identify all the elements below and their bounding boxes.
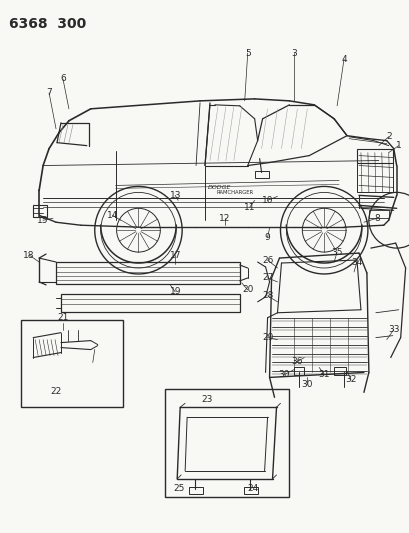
Text: DODGE: DODGE: [208, 185, 231, 190]
Bar: [333, 367, 345, 375]
Bar: [189, 487, 202, 494]
Bar: [243, 487, 257, 494]
Text: 21: 21: [57, 313, 68, 322]
Text: 6368  300: 6368 300: [9, 17, 86, 31]
Text: 29: 29: [261, 333, 272, 342]
Text: 12: 12: [219, 214, 230, 223]
Bar: [254, 171, 268, 179]
Text: 30: 30: [301, 380, 312, 389]
Text: 9: 9: [264, 232, 270, 241]
Text: 6: 6: [60, 75, 66, 84]
Text: 10: 10: [261, 196, 273, 205]
Text: 13: 13: [169, 191, 180, 200]
Text: 27: 27: [261, 273, 272, 282]
Text: 31: 31: [318, 370, 329, 379]
Text: 32: 32: [344, 375, 356, 384]
Text: 26: 26: [261, 255, 272, 264]
Text: 11: 11: [243, 203, 255, 212]
Text: 30: 30: [278, 370, 290, 379]
Text: 17: 17: [169, 251, 180, 260]
Text: 35: 35: [330, 247, 342, 256]
Text: 3: 3: [291, 49, 297, 58]
Text: 5: 5: [244, 49, 250, 58]
Text: 23: 23: [201, 395, 212, 404]
Bar: [294, 367, 303, 375]
Text: 28: 28: [261, 292, 272, 301]
Text: 33: 33: [387, 325, 398, 334]
Text: 7: 7: [46, 88, 52, 98]
Text: 8: 8: [373, 214, 379, 223]
Text: 4: 4: [340, 54, 346, 63]
Text: 36: 36: [291, 357, 302, 366]
Text: 20: 20: [241, 285, 253, 294]
Bar: [56, 262, 239, 284]
Bar: [21, 320, 122, 407]
Text: 25: 25: [173, 484, 184, 494]
Text: 2: 2: [385, 132, 391, 141]
Text: 14: 14: [107, 211, 118, 220]
Bar: [61, 294, 239, 312]
Text: 34: 34: [351, 257, 362, 266]
Bar: [356, 149, 392, 163]
Bar: [356, 163, 392, 192]
Text: 24: 24: [247, 484, 258, 494]
Text: RAMCHARGER: RAMCHARGER: [216, 190, 253, 195]
Bar: [368, 211, 388, 218]
Text: 1: 1: [395, 141, 400, 150]
Text: 18: 18: [23, 251, 35, 260]
Text: 22: 22: [50, 387, 61, 396]
Bar: [165, 389, 289, 497]
Text: 15: 15: [37, 216, 49, 225]
Bar: [33, 205, 47, 217]
Text: 19: 19: [169, 287, 180, 296]
